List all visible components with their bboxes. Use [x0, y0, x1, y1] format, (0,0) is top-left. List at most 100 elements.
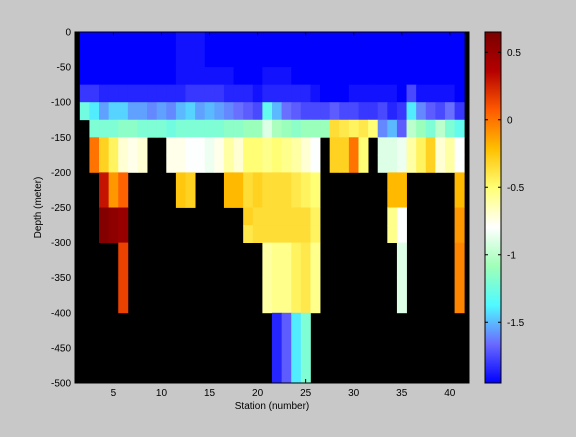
- heatmap-cell: [291, 49, 302, 68]
- colorbar-tick-label: 0: [507, 115, 513, 126]
- heatmap-cell: [454, 154, 465, 173]
- heatmap-cell: [291, 102, 302, 121]
- heatmap-cell: [300, 225, 311, 243]
- y-tick-label: -350: [51, 273, 71, 284]
- heatmap-cell: [252, 102, 263, 121]
- heatmap-cell: [118, 84, 129, 103]
- heatmap-cell: [339, 102, 350, 121]
- heatmap-cell: [435, 32, 446, 50]
- heatmap-cell: [291, 225, 302, 243]
- heatmap-cell: [291, 277, 302, 314]
- heatmap-cell: [147, 49, 158, 68]
- y-tick-label: -500: [51, 379, 71, 390]
- heatmap-cell: [454, 207, 465, 226]
- heatmap-cell: [233, 49, 244, 68]
- heatmap-cell: [137, 67, 148, 86]
- heatmap-cell: [166, 84, 177, 103]
- heatmap-cell: [137, 137, 148, 156]
- heatmap-cell: [252, 207, 263, 226]
- heatmap-cell: [175, 32, 186, 50]
- heatmap-cell: [233, 154, 244, 173]
- heatmap-cell: [406, 84, 417, 103]
- heatmap-cell: [175, 119, 186, 138]
- heatmap-cell: [223, 154, 234, 173]
- heatmap-cell: [243, 137, 254, 156]
- heatmap-cell: [387, 84, 398, 103]
- x-tick-label: 10: [156, 388, 168, 399]
- heatmap-cell: [262, 172, 273, 191]
- heatmap-cell: [204, 102, 215, 121]
- heatmap-cell: [166, 49, 177, 68]
- heatmap-cell: [156, 49, 167, 68]
- heatmap-cell: [79, 84, 90, 103]
- heatmap-cell: [175, 102, 186, 121]
- heatmap-cell: [137, 102, 148, 121]
- heatmap-cell: [99, 32, 110, 50]
- heatmap-cell: [406, 49, 417, 68]
- heatmap-cell: [358, 154, 369, 173]
- heatmap-cell: [406, 137, 417, 156]
- heatmap-cell: [243, 49, 254, 68]
- heatmap-cell: [416, 32, 427, 50]
- heatmap-cell: [147, 32, 158, 50]
- heatmap-cell: [156, 119, 167, 138]
- heatmap-cell: [262, 154, 273, 173]
- heatmap-cell: [310, 225, 321, 243]
- heatmap-cell: [329, 154, 340, 173]
- heatmap-cell: [127, 32, 138, 50]
- heatmap-cell: [272, 84, 283, 103]
- heatmap-cell: [300, 277, 311, 314]
- heatmap-cell: [262, 67, 273, 86]
- heatmap-cell: [416, 119, 427, 138]
- heatmap-cell: [118, 242, 129, 279]
- heatmap-cell: [175, 49, 186, 68]
- heatmap-cell: [262, 119, 273, 138]
- heatmap-cell: [406, 102, 417, 121]
- heatmap-cell: [454, 172, 465, 191]
- heatmap-cell: [425, 84, 436, 103]
- colorbar-tick-label: -1: [507, 250, 516, 261]
- heatmap-cell: [396, 172, 407, 191]
- heatmap-cell: [425, 32, 436, 50]
- heatmap-cell: [300, 189, 311, 208]
- heatmap-cell: [204, 67, 215, 86]
- x-tick-label: 30: [348, 388, 360, 399]
- heatmap-cell: [252, 154, 263, 173]
- heatmap-cell: [166, 154, 177, 173]
- heatmap-cell: [118, 137, 129, 156]
- heatmap-cell: [348, 49, 359, 68]
- heatmap-cell: [339, 137, 350, 156]
- heatmap-cell: [223, 84, 234, 103]
- heatmap-cell: [99, 102, 110, 121]
- heatmap-cell: [243, 32, 254, 50]
- heatmap-cell: [435, 84, 446, 103]
- heatmap-cell: [281, 172, 292, 191]
- heatmap-cell: [166, 102, 177, 121]
- heatmap-cell: [108, 189, 119, 208]
- heatmap-cell: [252, 67, 263, 86]
- heatmap-cell: [444, 137, 455, 156]
- heatmap-cell: [233, 32, 244, 50]
- heatmap-cell: [147, 102, 158, 121]
- heatmap-cell: [406, 154, 417, 173]
- heatmap-cell: [252, 189, 263, 208]
- heatmap-cell: [444, 32, 455, 50]
- heatmap-cell: [281, 84, 292, 103]
- heatmap-cell: [396, 84, 407, 103]
- heatmap-cell: [320, 67, 331, 86]
- heatmap-cell: [454, 189, 465, 208]
- heatmap-cell: [214, 137, 225, 156]
- colorbar-tick-label: 0.5: [507, 48, 521, 59]
- heatmap-cell: [185, 189, 196, 208]
- heatmap-cell: [214, 102, 225, 121]
- heatmap-cell: [99, 137, 110, 156]
- heatmap-cell: [300, 49, 311, 68]
- heatmap-cell: [89, 137, 100, 156]
- heatmap-cell: [281, 242, 292, 279]
- heatmap-cell: [262, 49, 273, 68]
- colorbar-gradient: [484, 31, 502, 384]
- heatmap-cell: [118, 49, 129, 68]
- x-axis: 5 10 15 20 25 30 35 40: [111, 32, 456, 399]
